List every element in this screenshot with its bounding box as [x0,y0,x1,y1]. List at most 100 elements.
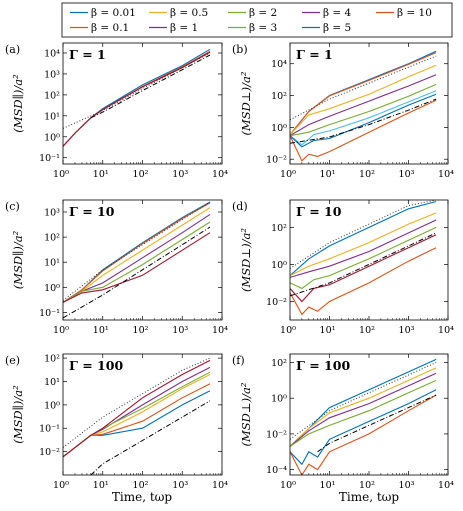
y-tick-label: 10⁻² [266,155,287,166]
legend-entry: β = 5 [323,22,351,34]
y-axis-label: (MSD⊥)/a² [239,228,253,292]
x-tick-label: 10⁰ [53,325,69,336]
legend-entry: β = 3 [249,22,277,34]
y-tick-label: 10² [44,90,60,101]
y-tick-label: 10⁻¹ [39,308,60,319]
series-line [290,367,437,447]
y-tick-label: 10² [44,233,60,244]
y-tick-label: 10⁻² [39,447,60,458]
y-tick-label: 10¹ [44,377,60,388]
x-tick-label: 10¹ [320,169,336,180]
y-tick-label: 10² [271,91,287,102]
y-tick-label: 10⁻⁴ [266,465,287,476]
series-group [290,200,437,316]
series-group [63,357,211,475]
x-tick-label: 10⁰ [280,325,296,336]
y-tick-label: 10⁻² [266,429,287,440]
series-line [290,93,437,148]
chart-panel: 10⁰ 10¹ 10² 10³ 10⁴ 10⁻⁴ 10⁻² 10⁰ 10² (f) Γ = 100 (… [232,353,454,491]
x-tick-label: 10⁴ [212,169,228,180]
series-line [290,55,437,121]
x-tick-label: 10⁰ [280,169,296,180]
chart-panel: 10⁰ 10¹ 10² 10³ 10⁴ 10⁻¹ 10⁰ 10¹ 10² 10³ 10⁴ (a) Γ =… [5,42,228,180]
y-tick-label: 10¹ [44,258,60,269]
y-tick-label: 10⁴ [271,59,287,70]
x-tick-label: 10¹ [320,480,336,491]
panel-label: (f) [232,354,245,367]
x-tick-label: 10² [133,169,149,180]
series-line [290,372,437,447]
series-line [290,226,437,290]
series-line [63,374,211,458]
series-line [290,247,437,316]
legend-entry: β = 2 [249,7,277,19]
y-axis-label: (MSD∥)/a² [11,74,25,133]
x-tick-label: 10³ [172,325,188,336]
y-tick-label: 10⁰ [271,394,287,405]
legend: β = 0.01 β = 0.5 β = 2 β = 4 β = 10 β = 0.1 β … [61,2,453,38]
series-line [63,390,211,458]
panel-title: Γ = 100 [69,358,123,373]
series-line [63,366,211,458]
panel-label: (d) [232,200,248,213]
series-line [290,74,437,137]
x-axis-label: Time, tωp [112,490,173,504]
legend-entry: β = 0.5 [170,7,208,19]
y-axis-label: (MSD∥)/a² [11,230,25,289]
series-line [290,64,437,135]
series-line [63,202,211,303]
series-line [63,207,211,303]
x-tick-label: 10⁰ [53,169,69,180]
y-tick-label: 10¹ [44,111,60,122]
series-line [290,389,437,466]
y-tick-label: 10² [271,358,287,369]
panel-label: (c) [5,200,20,213]
x-tick-label: 10⁴ [438,480,454,491]
x-tick-label: 10⁴ [212,480,228,491]
series-group [63,48,211,147]
series-line [90,400,211,475]
legend-entry: β = 1 [170,22,198,34]
x-tick-label: 10⁴ [212,325,228,336]
legend-entry: β = 0.01 [91,7,136,19]
y-tick-label: 10⁰ [44,400,60,411]
y-axis-label: (MSD⊥)/a² [239,382,253,446]
series-line [317,394,437,453]
panel-title: Γ = 1 [296,47,333,62]
series-line [290,234,437,303]
legend-entry: β = 4 [323,7,352,19]
series-line [290,212,437,277]
y-tick-label: 10⁻¹ [39,153,60,164]
y-tick-label: 10³ [44,69,60,80]
series-line [290,200,437,269]
x-tick-label: 10² [359,169,375,180]
y-tick-label: 10² [271,223,287,234]
series-group [63,201,211,319]
y-tick-label: 10³ [44,207,60,218]
legend-frame [61,2,453,38]
y-tick-label: 10⁰ [44,132,60,143]
x-tick-label: 10³ [172,169,188,180]
y-tick-label: 10² [44,354,60,365]
series-line [290,99,437,162]
x-tick-label: 10⁴ [438,325,454,336]
x-tick-label: 10⁰ [53,480,69,491]
x-tick-label: 10² [133,480,149,491]
x-tick-label: 10² [359,325,375,336]
x-axis-label: Time, tωp [339,490,400,504]
y-axis-label: (MSD⊥)/a² [239,71,253,135]
x-tick-label: 10³ [172,480,188,491]
y-tick-label: 10⁰ [44,283,60,294]
panels: 10⁰ 10¹ 10² 10³ 10⁴ 10⁻¹ 10⁰ 10¹ 10² 10³ 10⁴ (a) Γ =… [5,42,454,504]
series-line [290,52,437,135]
panel-label: (a) [5,43,20,56]
x-tick-label: 10¹ [320,325,336,336]
x-tick-label: 10³ [399,169,415,180]
y-tick-label: 10⁻² [266,297,287,308]
legend-items: β = 0.01 β = 0.5 β = 2 β = 4 β = 10 β = 0.1 β … [70,7,432,34]
chart-panel: 10⁰ 10¹ 10² 10³ 10⁴ 10⁻² 10⁰ 10² (d) Γ = 10 (MSD⊥)… [232,199,454,336]
series-line [290,90,437,146]
series-line [63,201,211,301]
x-tick-label: 10⁴ [438,169,454,180]
